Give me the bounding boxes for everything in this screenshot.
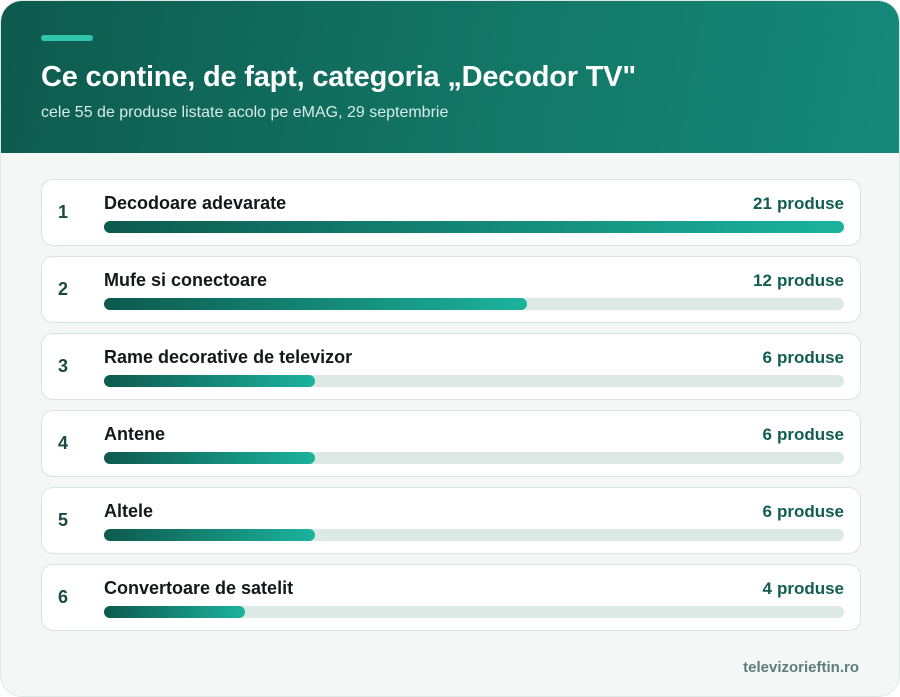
bar-row: 6 Convertoare de satelit 4 produse <box>41 564 861 631</box>
bar-fill <box>104 529 316 541</box>
chart-subtitle: cele 55 de produse listate acolo pe eMAG… <box>41 104 449 121</box>
value-number: 6 <box>762 425 772 444</box>
value-unit: produse <box>776 348 844 367</box>
value-number: 21 <box>753 194 772 213</box>
bar-track <box>104 452 844 464</box>
value-label: 21 produse <box>753 194 844 214</box>
category-label: Decodoare adevarate <box>104 193 287 213</box>
bar-track <box>104 529 844 541</box>
category-label: Convertoare de satelit <box>104 578 294 598</box>
value-unit: produse <box>776 194 844 213</box>
bar-row: 5 Altele 6 produse <box>41 487 861 554</box>
value-label: 12 produse <box>753 271 844 291</box>
bar-fill <box>104 298 527 310</box>
bar-track <box>104 221 844 233</box>
value-number: 12 <box>753 271 772 290</box>
value-unit: produse <box>776 502 844 521</box>
value-unit: produse <box>776 579 844 598</box>
value-label: 4 produse <box>762 579 844 599</box>
value-number: 6 <box>762 348 772 367</box>
rank-number: 5 <box>58 510 69 530</box>
accent-line <box>41 35 93 41</box>
bar-track <box>104 298 844 310</box>
bar-list: 1 Decodoare adevarate 21 produse 2 Mufe si co… <box>41 179 861 641</box>
bar-fill <box>104 375 316 387</box>
chart-title: Ce contine, de fapt, categoria „Decodor … <box>41 61 636 93</box>
value-number: 6 <box>762 502 772 521</box>
value-number: 4 <box>762 579 772 598</box>
value-unit: produse <box>776 425 844 444</box>
rank-number: 1 <box>58 202 69 222</box>
rank-number: 6 <box>58 587 69 607</box>
value-label: 6 produse <box>762 348 844 368</box>
bar-row: 2 Mufe si conectoare 12 produse <box>41 256 861 323</box>
bar-track <box>104 606 844 618</box>
value-label: 6 produse <box>762 502 844 522</box>
bar-track <box>104 375 844 387</box>
bar-row: 1 Decodoare adevarate 21 produse <box>41 179 861 246</box>
bar-row: 3 Rame decorative de televizor 6 produse <box>41 333 861 400</box>
header-banner: Ce contine, de fapt, categoria „Decodor … <box>1 1 899 153</box>
category-label: Mufe si conectoare <box>104 270 268 290</box>
rank-number: 4 <box>58 433 69 453</box>
rank-number: 3 <box>58 356 69 376</box>
bar-row: 4 Antene 6 produse <box>41 410 861 477</box>
bar-fill <box>104 452 316 464</box>
category-label: Altele <box>104 501 154 521</box>
category-label: Rame decorative de televizor <box>104 347 353 367</box>
category-label: Antene <box>104 424 166 444</box>
value-label: 6 produse <box>762 425 844 445</box>
bar-fill <box>104 221 844 233</box>
rank-number: 2 <box>58 279 69 299</box>
source-site: televizorieftin.ro <box>743 659 859 676</box>
bar-fill <box>104 606 245 618</box>
value-unit: produse <box>776 271 844 290</box>
